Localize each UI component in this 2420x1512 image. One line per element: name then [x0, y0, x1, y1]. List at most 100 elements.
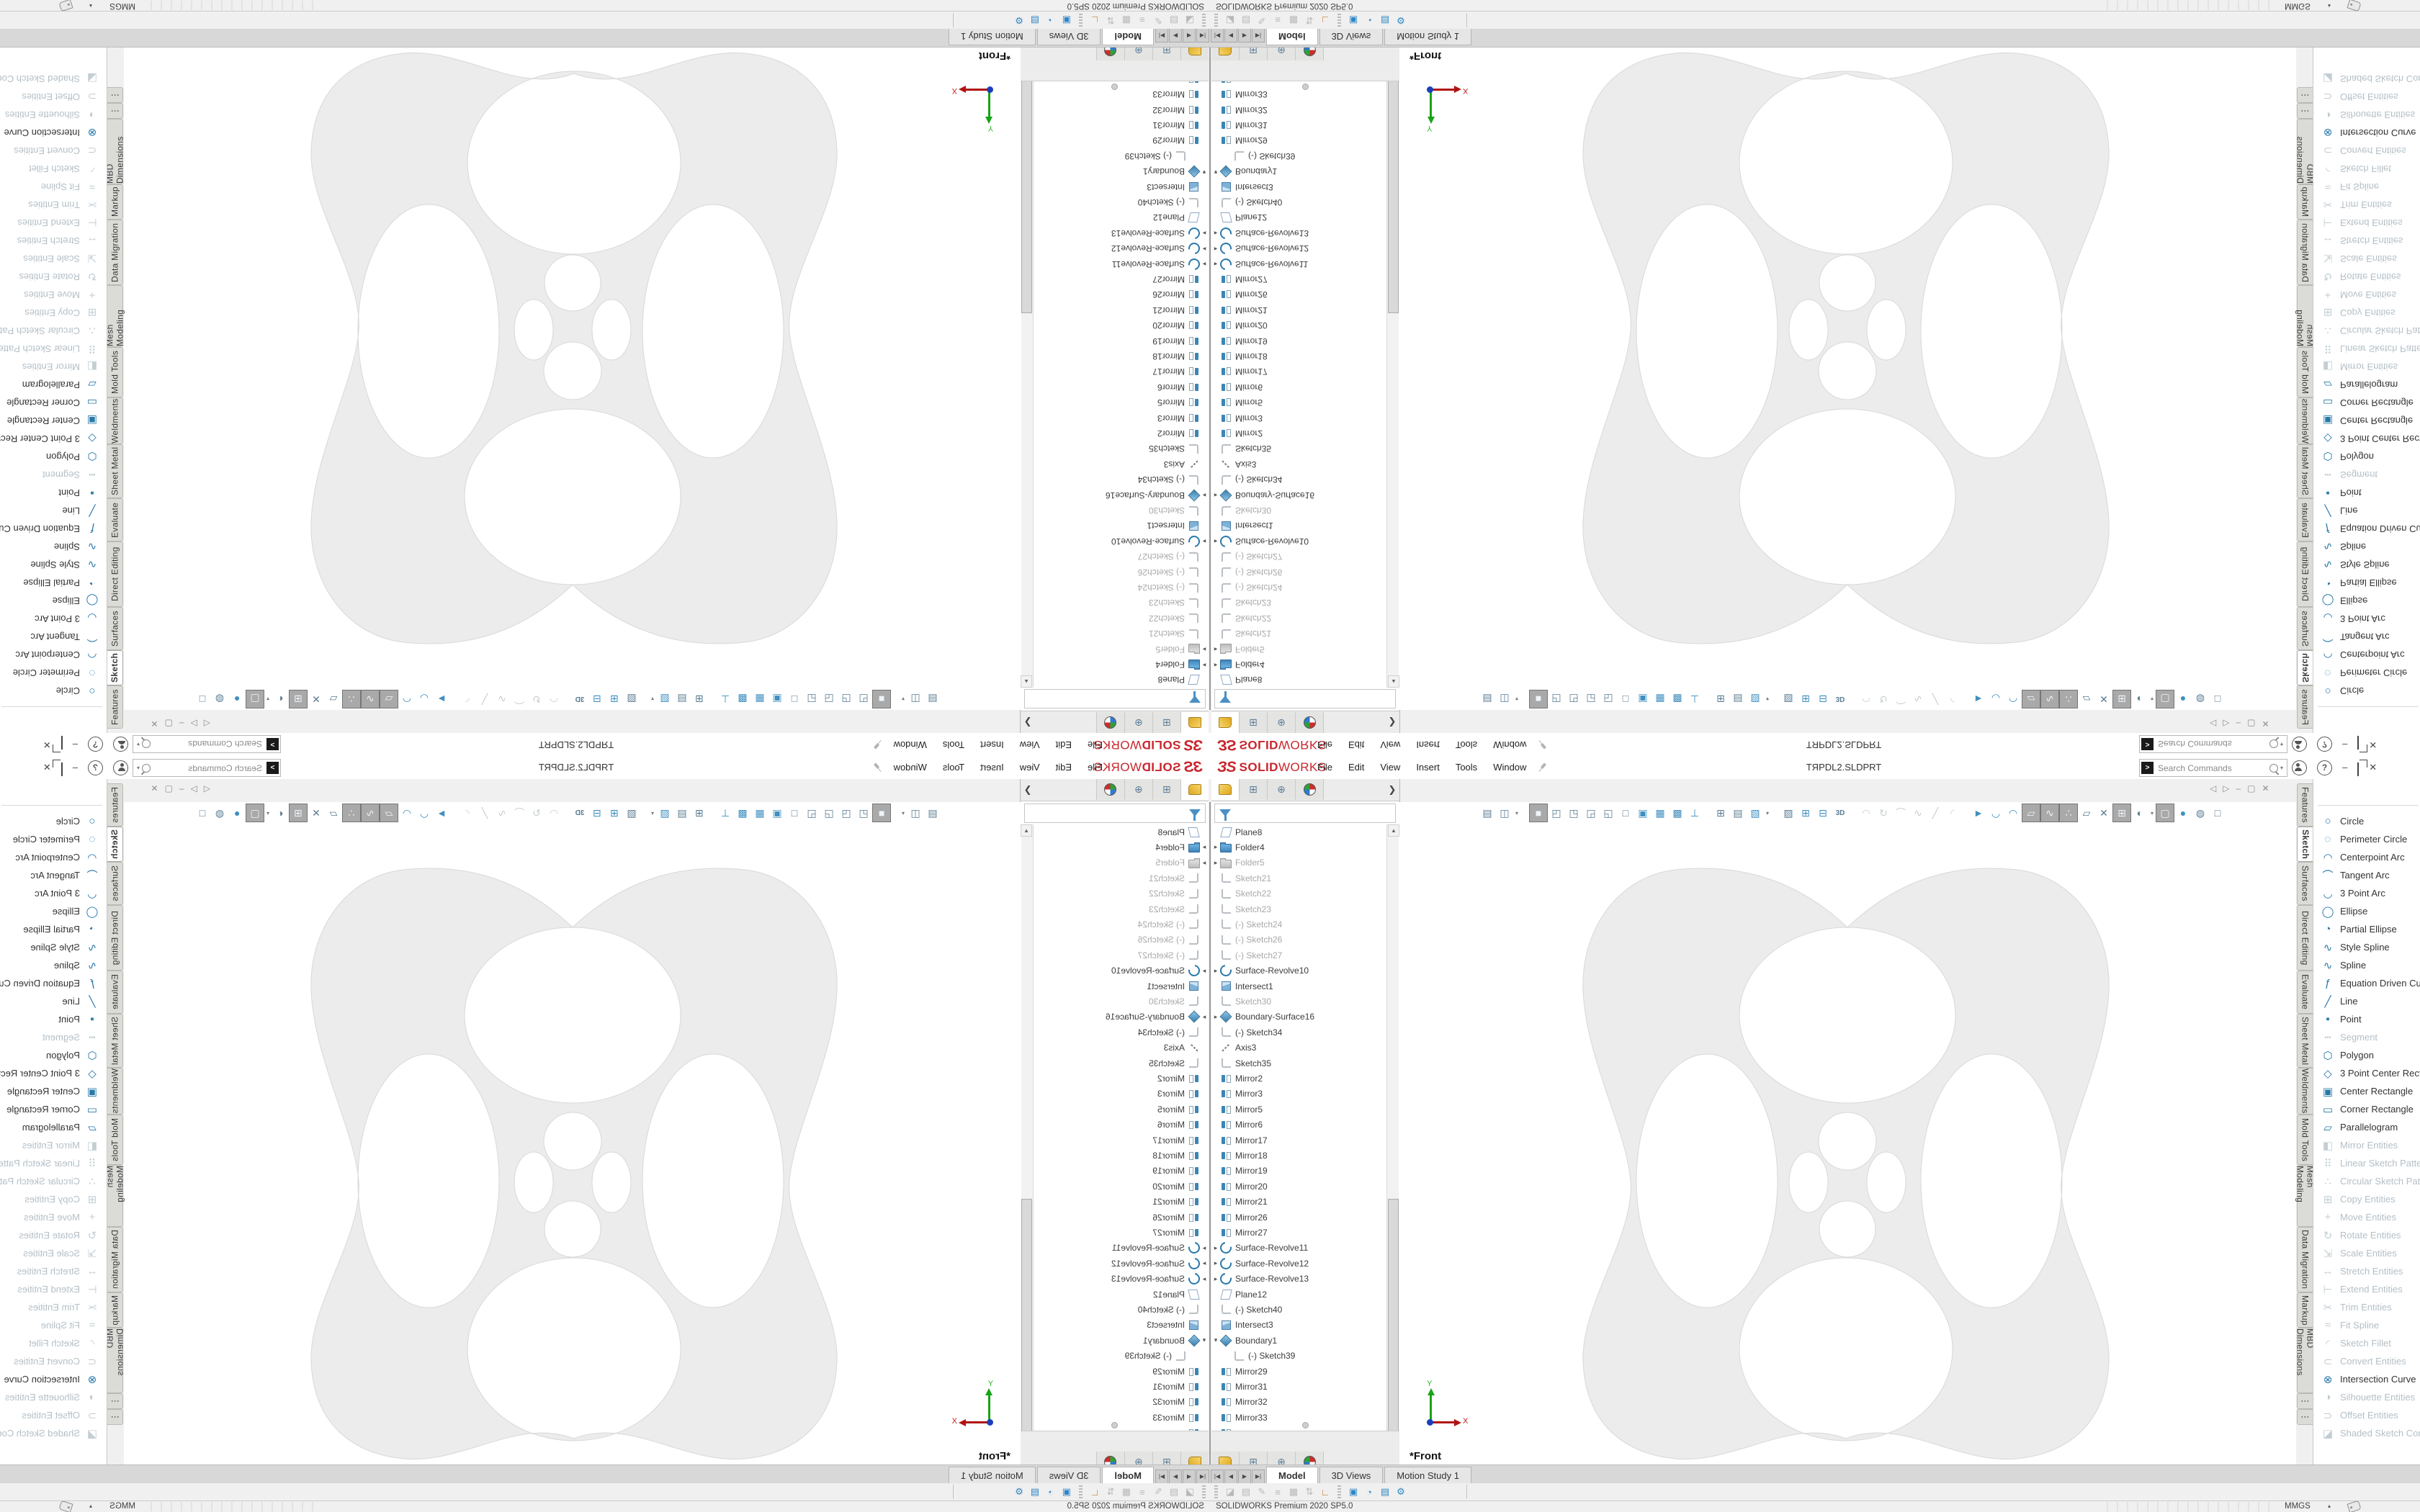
cm-tab-meshmodeling[interactable]: Mesh Modeling	[2295, 285, 2316, 347]
drawing-sheet-icon[interactable]: ▤	[1733, 693, 1743, 706]
expand-arrow-icon[interactable]: ▸	[1202, 261, 1206, 269]
units-caret-icon[interactable]: ▴	[2328, 3, 2331, 9]
tree-item-mirror3[interactable]: Mirror3	[1211, 1086, 1386, 1102]
cm-item-circle[interactable]: ○ Circle	[2313, 682, 2420, 700]
sketch-visibility-icon[interactable]: ▱	[380, 804, 398, 822]
restore-button[interactable]	[2357, 759, 2360, 776]
spline-visibility-icon[interactable]: ∿	[2040, 804, 2059, 822]
panel-expand-chevron-icon[interactable]: ❯	[1023, 717, 1032, 728]
menu-tools[interactable]: Tools	[942, 739, 965, 750]
configurationmanager-tab[interactable]: ⊕	[1268, 712, 1296, 733]
tree-item-sketch26[interactable]: (-) Sketch26	[1211, 932, 1386, 948]
cm-tab-directediting[interactable]: Direct Editing	[107, 905, 123, 971]
tree-item-sketch34[interactable]: (-) Sketch34	[1211, 1025, 1386, 1040]
tree-item-surfacerevolve12[interactable]: ▸ Surface-Revolve12	[1034, 1255, 1209, 1272]
tab-model[interactable]: Model	[1266, 28, 1318, 45]
tree-item-intersect1[interactable]: Intersect1	[1034, 518, 1209, 534]
folder-check-icon[interactable]: ▤	[1380, 1486, 1390, 1497]
scene-cube-icon[interactable]: □	[199, 807, 206, 819]
doc-restore-button[interactable]: ▢	[2247, 783, 2256, 793]
cm-tab-sheetmetal[interactable]: Sheet Metal	[2297, 444, 2313, 498]
tree-item-mirror27[interactable]: Mirror27	[1211, 1225, 1386, 1240]
tree-item-sketch22[interactable]: Sketch22	[1034, 611, 1209, 626]
doc-prev-button[interactable]: ◁	[2210, 719, 2217, 729]
propertymanager-tab[interactable]: ⊞	[1240, 1452, 1268, 1465]
tree-item-sketch34[interactable]: (-) Sketch34	[1034, 472, 1209, 487]
tree-item-mirror2[interactable]: Mirror2	[1034, 1071, 1209, 1086]
panel-expand-chevron-icon[interactable]: ❯	[1388, 784, 1397, 795]
zebra-icon[interactable]: ◠	[2008, 806, 2018, 819]
dropdown-caret-icon[interactable]: ▾	[902, 696, 905, 703]
cm-item-polygon[interactable]: ⬡ Polygon	[2313, 1046, 2420, 1064]
tag-icon[interactable]	[2347, 0, 2362, 12]
tree-item-plane8[interactable]: Plane8	[1211, 824, 1386, 840]
view-left-icon[interactable]: ◳	[841, 806, 851, 819]
cm-tab-moldtools[interactable]: Mold Tools	[2297, 1115, 2313, 1165]
tree-item-mirror32[interactable]: Mirror32	[1211, 1395, 1386, 1410]
cm-item-partialellipse[interactable]: ◔ Partial Ellipse	[0, 574, 107, 592]
apply-scene-icon[interactable]: ▧	[1750, 806, 1760, 819]
propertymanager-tab[interactable]: ⊞	[1152, 1452, 1180, 1465]
cm-item-3pointcenterrecta[interactable]: ◇3 Point Center Recta...	[2313, 430, 2420, 448]
save-icon[interactable]: ▤	[1482, 693, 1492, 706]
tree-item-boundary1[interactable]: ▾ Boundary1	[1211, 1333, 1386, 1348]
cm-tab-datamigration[interactable]: Data Migration	[107, 220, 123, 285]
tree-item-intersect3[interactable]: Intersect3	[1034, 1318, 1209, 1333]
restore-button[interactable]	[60, 759, 63, 776]
pin-icon[interactable]	[871, 737, 885, 752]
tree-item-plane12[interactable]: Plane12	[1034, 1287, 1209, 1302]
tree-item-mirror2[interactable]: Mirror2	[1211, 1071, 1386, 1086]
tree-item-sketch30[interactable]: Sketch30	[1211, 503, 1386, 518]
motion-settings-gear-icon[interactable]: ⚙	[1015, 15, 1023, 26]
tab-motionstudy1[interactable]: Motion Study 1	[949, 1467, 1036, 1484]
tree-item-sketch30[interactable]: Sketch30	[1211, 994, 1386, 1009]
minimize-button[interactable]: –	[72, 739, 78, 750]
cm-item-perimetercircle[interactable]: ◌ Perimeter Circle	[2313, 830, 2420, 848]
tree-scrollbar[interactable]: ▲ ▼	[1021, 63, 1034, 688]
scene-cube-icon[interactable]: □	[2214, 693, 2221, 705]
expand-arrow-icon[interactable]: ▾	[1214, 1336, 1218, 1344]
grid-3d-icon[interactable]: 3D	[575, 809, 585, 817]
tree-item-sketch35[interactable]: Sketch35	[1034, 1056, 1209, 1071]
panel-splitter-handle[interactable]	[1302, 1422, 1309, 1428]
cm-item-parallelogram[interactable]: ▱ Parallelogram	[2313, 1118, 2420, 1136]
tree-item-mirror5[interactable]: Mirror5	[1034, 395, 1209, 410]
cm-tab-mbddimensions[interactable]: MBD Dimensions	[2295, 119, 2316, 184]
clock-check-icon[interactable]: ◔	[1366, 14, 1372, 26]
cm-tab-markup[interactable]: Markup	[2297, 1292, 2313, 1328]
cm-tab-surfaces[interactable]: Surfaces	[107, 862, 123, 905]
view-isometric-icon[interactable]: ▣	[1638, 806, 1648, 819]
featuremanager-filter-input[interactable]	[1024, 804, 1206, 823]
planes-visibility-icon[interactable]: ▱	[329, 806, 338, 819]
search-icon[interactable]	[2269, 739, 2278, 749]
tree-item-sketch21[interactable]: Sketch21	[1034, 626, 1209, 642]
menu-view[interactable]: View	[1019, 739, 1040, 750]
menu-insert[interactable]: Insert	[980, 739, 1004, 750]
tree-item-mirror21[interactable]: Mirror21	[1034, 1194, 1209, 1210]
tree-item-mirror33[interactable]: Mirror33	[1211, 87, 1386, 102]
dropdown-caret-icon[interactable]: ▾	[1515, 809, 1518, 816]
planes-visibility-icon[interactable]: ▱	[329, 693, 338, 706]
appearance-sphere-icon[interactable]: ●	[2179, 807, 2187, 819]
tree-item-mirror17[interactable]: Mirror17	[1034, 1133, 1209, 1148]
cm-tab-[interactable]: ⋮	[2297, 87, 2313, 103]
menu-edit[interactable]: Edit	[1348, 762, 1365, 773]
cm-item-spline[interactable]: ∿ Spline	[2313, 538, 2420, 556]
camera-check-icon[interactable]: ▣	[1062, 1486, 1072, 1497]
curvature-icon[interactable]: ◡	[1991, 806, 2001, 819]
grid-front-icon[interactable]: ⊞	[610, 806, 619, 819]
tree-item-surfacerevolve11[interactable]: ▸ Surface-Revolve11	[1034, 256, 1209, 272]
tab-scroll-first-button[interactable]: |◀	[1196, 28, 1209, 42]
tab-motionstudy1[interactable]: Motion Study 1	[1384, 28, 1471, 45]
tree-item-mirror3[interactable]: Mirror3	[1034, 1086, 1209, 1102]
view-top-icon[interactable]: ◱	[807, 693, 817, 706]
flag-icon[interactable]: ►	[436, 693, 447, 705]
cm-tab-evaluate[interactable]: Evaluate	[2297, 498, 2313, 541]
tree-item-surfacerevolve13[interactable]: ▸ Surface-Revolve13	[1034, 1270, 1209, 1287]
tab-scroll-last-button[interactable]: ▶|	[1155, 28, 1168, 42]
featuremanager-design-tree-tab[interactable]	[1180, 712, 1209, 733]
expand-arrow-icon[interactable]: ▸	[1202, 538, 1206, 546]
tab-scroll-first-button[interactable]: |◀	[1211, 1470, 1224, 1484]
cm-tab-features[interactable]: Features	[2297, 783, 2313, 827]
